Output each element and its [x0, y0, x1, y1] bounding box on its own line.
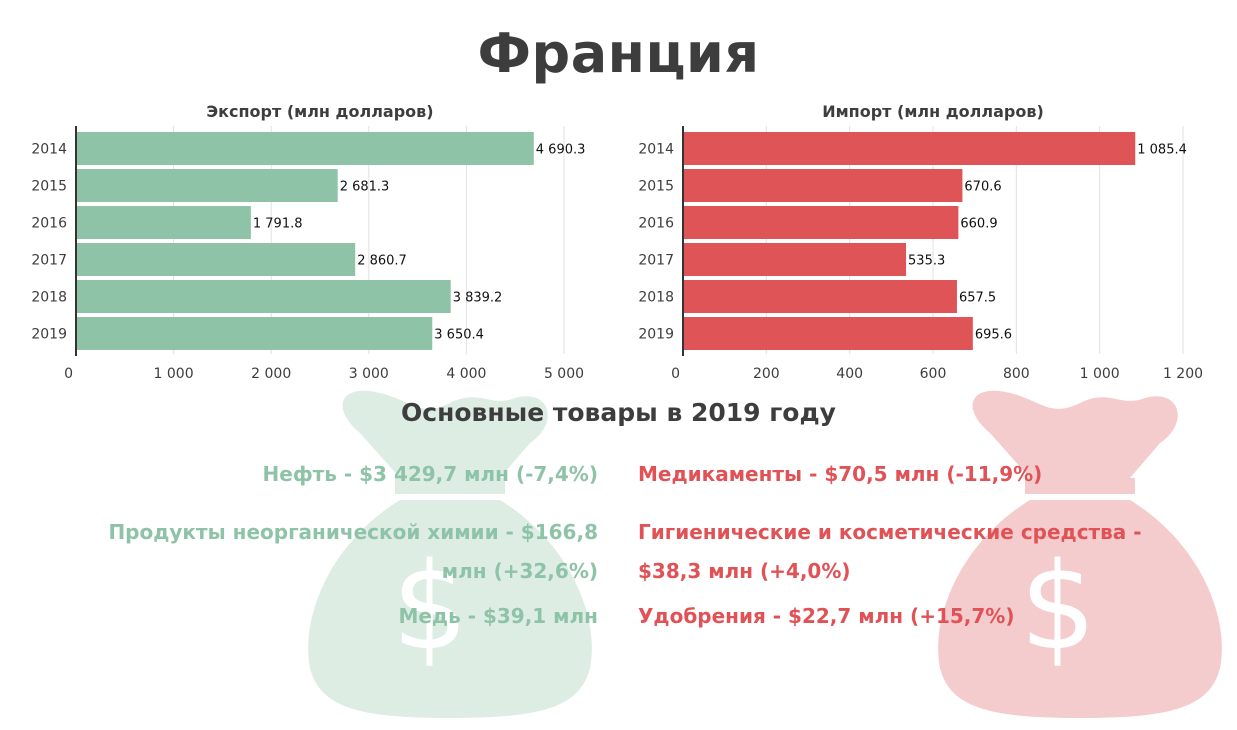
import-value-label: 657.5	[959, 291, 996, 306]
export-category-label: 2017	[31, 253, 67, 269]
export-value-label: 2 860.7	[357, 254, 407, 269]
import-bar	[683, 317, 973, 350]
import-category-label: 2019	[638, 327, 674, 343]
export-category-label: 2014	[31, 142, 67, 158]
export-value-label: 3 650.4	[434, 328, 484, 343]
export-bar	[76, 206, 251, 239]
import-tick-label: 400	[836, 366, 863, 382]
export-category-label: 2018	[31, 290, 67, 306]
export-goods-item: Продукты неорганической химии - $166,8 м…	[108, 520, 598, 583]
import-category-label: 2017	[638, 253, 674, 269]
export-tick-label: 2 000	[251, 366, 291, 382]
import-tick-label: 1 200	[1163, 366, 1203, 382]
export-value-label: 4 690.3	[536, 143, 586, 158]
export-tick-label: 0	[64, 366, 73, 382]
export-bar	[76, 243, 356, 276]
import-value-label: 670.6	[964, 180, 1001, 195]
export-chart: Экспорт (млн долларов) 0 1 000 2 000 3 000 4 …	[0, 95, 600, 385]
export-category-label: 2016	[31, 216, 67, 232]
import-category-label: 2018	[638, 290, 674, 306]
import-chart: Импорт (млн долларов) 0 200 400 600 800 1 000 1…	[620, 95, 1220, 385]
page-title: Франция	[477, 22, 760, 85]
import-money-bag-icon: $	[938, 390, 1222, 718]
import-value-label: 535.3	[908, 254, 945, 269]
export-chart-svg: Экспорт (млн долларов) 0 1 000 2 000 3 000 4 …	[31, 102, 586, 382]
export-bar	[76, 169, 338, 202]
import-tick-label: 600	[920, 366, 947, 382]
import-bar	[683, 280, 957, 313]
export-tick-label: 5 000	[544, 366, 584, 382]
import-tick-label: 800	[1003, 366, 1030, 382]
import-goods-item: Медикаменты - $70,5 млн (-11,9%)	[638, 462, 1043, 486]
import-chart-svg: Импорт (млн долларов) 0 200 400 600 800 1 000 1…	[638, 102, 1203, 382]
export-tick-label: 1 000	[154, 366, 194, 382]
export-category-label: 2015	[31, 179, 67, 195]
export-tick-label: 4 000	[446, 366, 486, 382]
import-value-label: 695.6	[975, 328, 1012, 343]
import-chart-title: Импорт (млн долларов)	[822, 102, 1044, 121]
export-money-bag-icon: $	[308, 390, 592, 718]
export-bar	[76, 132, 534, 165]
export-chart-title: Экспорт (млн долларов)	[206, 102, 433, 121]
goods-heading: Основные товары в 2019 году	[401, 398, 836, 427]
export-category-label: 2019	[31, 327, 67, 343]
export-value-label: 2 681.3	[340, 180, 390, 195]
import-tick-label: 0	[671, 366, 680, 382]
import-tick-label: 1 000	[1080, 366, 1120, 382]
export-tick-label: 3 000	[349, 366, 389, 382]
import-bar	[683, 206, 959, 239]
export-goods-item: Нефть - $3 429,7 млн (-7,4%)	[262, 462, 598, 486]
import-goods-item: Гигиенические и косметические средства -…	[638, 520, 1142, 583]
export-value-label: 1 791.8	[253, 217, 303, 232]
import-category-label: 2016	[638, 216, 674, 232]
export-bar	[76, 280, 451, 313]
import-tick-label: 200	[753, 366, 780, 382]
dollar-sign-icon: $	[1020, 538, 1096, 677]
import-category-label: 2014	[638, 142, 674, 158]
dollar-sign-icon: $	[392, 538, 468, 677]
export-goods-item: Медь - $39,1 млн	[398, 604, 598, 628]
export-bar	[76, 317, 433, 350]
import-value-label: 660.9	[960, 217, 997, 232]
import-bar	[683, 132, 1136, 165]
import-category-label: 2015	[638, 179, 674, 195]
export-value-label: 3 839.2	[453, 291, 503, 306]
import-bar	[683, 243, 907, 276]
import-value-label: 1 085.4	[1137, 143, 1187, 158]
import-goods-item: Удобрения - $22,7 млн (+15,7%)	[638, 604, 1015, 628]
import-bar	[683, 169, 963, 202]
